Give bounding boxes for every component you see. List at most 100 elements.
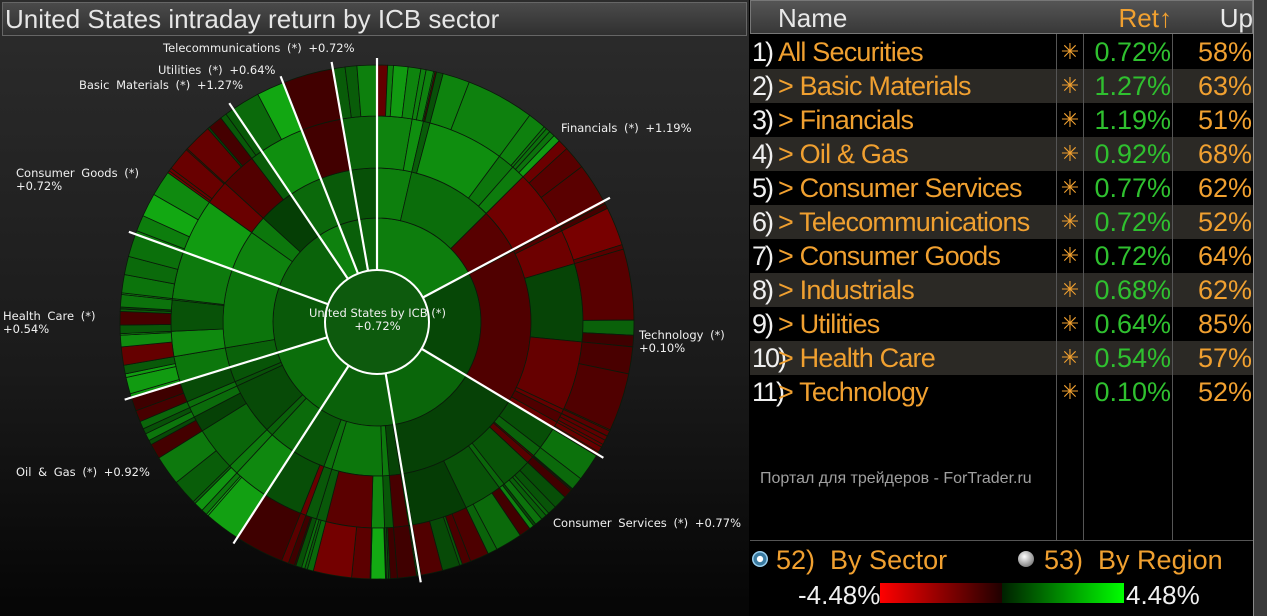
sector-divider [384,373,422,583]
label-oil-gas: Oil & Gas (*) +0.92% [16,465,150,479]
row-number: 10) [752,343,787,373]
label-value: +0.10% [639,341,686,355]
row-return: 0.72% [1094,207,1171,237]
label-consumer-services: Consumer Services (*) +0.77% [553,516,741,530]
label-line: Health Care (*) [3,309,96,323]
table-row[interactable]: 11) > Technology ✳ 0.10% 52% [750,375,1253,409]
row-name: > Telecommunications [778,207,1030,237]
row-star-icon: ✳ [1060,107,1080,132]
color-legend: -4.48% 4.48% [750,580,1253,610]
row-up-pct: 64% [1197,241,1252,271]
row-star-icon: ✳ [1060,379,1080,404]
row-name: > Industrials [778,275,915,305]
label-utilities: Utilities (*) +0.64% [158,63,276,77]
option-label: By Sector [830,545,948,575]
column-ret-header[interactable]: Ret↑ [1118,3,1172,33]
row-star-icon: ✳ [1060,311,1080,336]
table-row[interactable]: 5) > Consumer Services ✳ 0.77% 62% [750,171,1253,205]
column-divider [1172,34,1173,540]
sunburst-segment[interactable] [524,263,584,343]
label-telecommunications: Telecommunications (*) +0.72% [163,41,355,55]
option-by-region[interactable]: 53) By Region [1044,543,1223,577]
row-up-pct: 57% [1197,343,1252,373]
row-number: 3) [752,105,774,135]
row-return: 1.27% [1094,71,1171,101]
table-row[interactable]: 8) > Industrials ✳ 0.68% 62% [750,273,1253,307]
sunburst-chart[interactable] [0,0,749,616]
option-by-sector[interactable]: 52) By Sector [776,543,947,577]
table-row[interactable]: 9) > Utilities ✳ 0.64% 85% [750,307,1253,341]
column-divider [1083,34,1084,540]
sunburst-segment[interactable] [370,527,386,580]
row-return: 0.10% [1094,377,1171,407]
legend-gradient-bar [880,583,1124,603]
table-row[interactable]: 3) > Financials ✳ 1.19% 51% [750,103,1253,137]
row-number: 6) [752,207,774,237]
row-name: > Technology [778,377,929,407]
column-name-header[interactable]: Name [778,3,848,33]
option-label: By Region [1098,545,1223,575]
label-basic-materials: Basic Materials (*) +1.27% [79,78,244,92]
sector-divider [128,230,329,306]
row-number: 5) [752,173,774,203]
sector-divider [232,365,350,545]
sector-table-panel: Name Ret↑ Up 1) All Securities ✳ 0.72% 58% 2)… [750,0,1267,616]
table-row[interactable]: 2) > Basic Materials ✳ 1.27% 63% [750,69,1253,103]
center-value: +0.72% [354,319,401,333]
row-star-icon: ✳ [1060,175,1080,200]
row-number: 1) [752,37,774,67]
row-star-icon: ✳ [1060,141,1080,166]
row-name: > Oil & Gas [778,139,909,169]
sector-divider [422,196,611,299]
column-up-header[interactable]: Up [1219,3,1253,33]
row-up-pct: 68% [1197,139,1252,169]
row-star-icon: ✳ [1060,209,1080,234]
row-return: 0.72% [1094,37,1171,67]
radio-by-region[interactable] [1018,551,1034,567]
row-return: 0.92% [1094,139,1171,169]
panel-title: United States intraday return by ICB sec… [2,2,747,36]
label-consumer-goods: Consumer Goods (*) +0.72% [16,167,139,193]
label-line: Consumer Goods (*) [16,166,139,180]
row-number: 2) [752,71,774,101]
row-return: 1.19% [1094,105,1171,135]
legend-min: -4.48% [798,580,881,610]
row-number: 7) [752,241,774,271]
label-value: +0.54% [3,322,50,336]
row-number: 9) [752,309,774,339]
table-row[interactable]: 1) All Securities ✳ 0.72% 58% [750,35,1253,69]
sector-divider [330,61,370,271]
label-technology: Technology (*) +0.10% [639,329,725,355]
table-row[interactable]: 4) > Oil & Gas ✳ 0.92% 68% [750,137,1253,171]
row-star-icon: ✳ [1060,73,1080,98]
row-name: > Basic Materials [778,71,972,101]
radio-by-sector[interactable] [752,551,768,567]
row-number: 4) [752,139,774,169]
label-health-care: Health Care (*) +0.54% [3,310,95,336]
row-name: > Utilities [778,309,880,339]
table-row[interactable]: 6) > Telecommunications ✳ 0.72% 52% [750,205,1253,239]
center-label[interactable]: United States by ICB (*) +0.72% [305,307,450,333]
table-row[interactable]: 10) > Health Care ✳ 0.54% 57% [750,341,1253,375]
row-star-icon: ✳ [1060,345,1080,370]
sector-divider [279,75,360,274]
table-row[interactable]: 7) > Consumer Goods ✳ 0.72% 64% [750,239,1253,273]
row-return: 0.77% [1094,173,1171,203]
row-up-pct: 62% [1197,173,1252,203]
label-line: Technology (*) [639,328,725,342]
sunburst-segment[interactable] [371,475,385,529]
row-up-pct: 58% [1197,37,1252,67]
scrollbar[interactable] [1253,0,1267,616]
table-bottom-line [750,540,1253,541]
sunburst-segment[interactable] [356,64,378,118]
row-number: 11) [752,377,785,407]
row-name: All Securities [778,37,924,67]
row-up-pct: 63% [1197,71,1252,101]
row-name: > Financials [778,105,914,135]
label-value: +0.72% [16,179,63,193]
legend-max: 4.48% [1126,580,1200,610]
row-name: > Consumer Goods [778,241,1001,271]
row-up-pct: 62% [1197,275,1252,305]
option-number: 53) [1044,545,1084,575]
row-return: 0.68% [1094,275,1171,305]
